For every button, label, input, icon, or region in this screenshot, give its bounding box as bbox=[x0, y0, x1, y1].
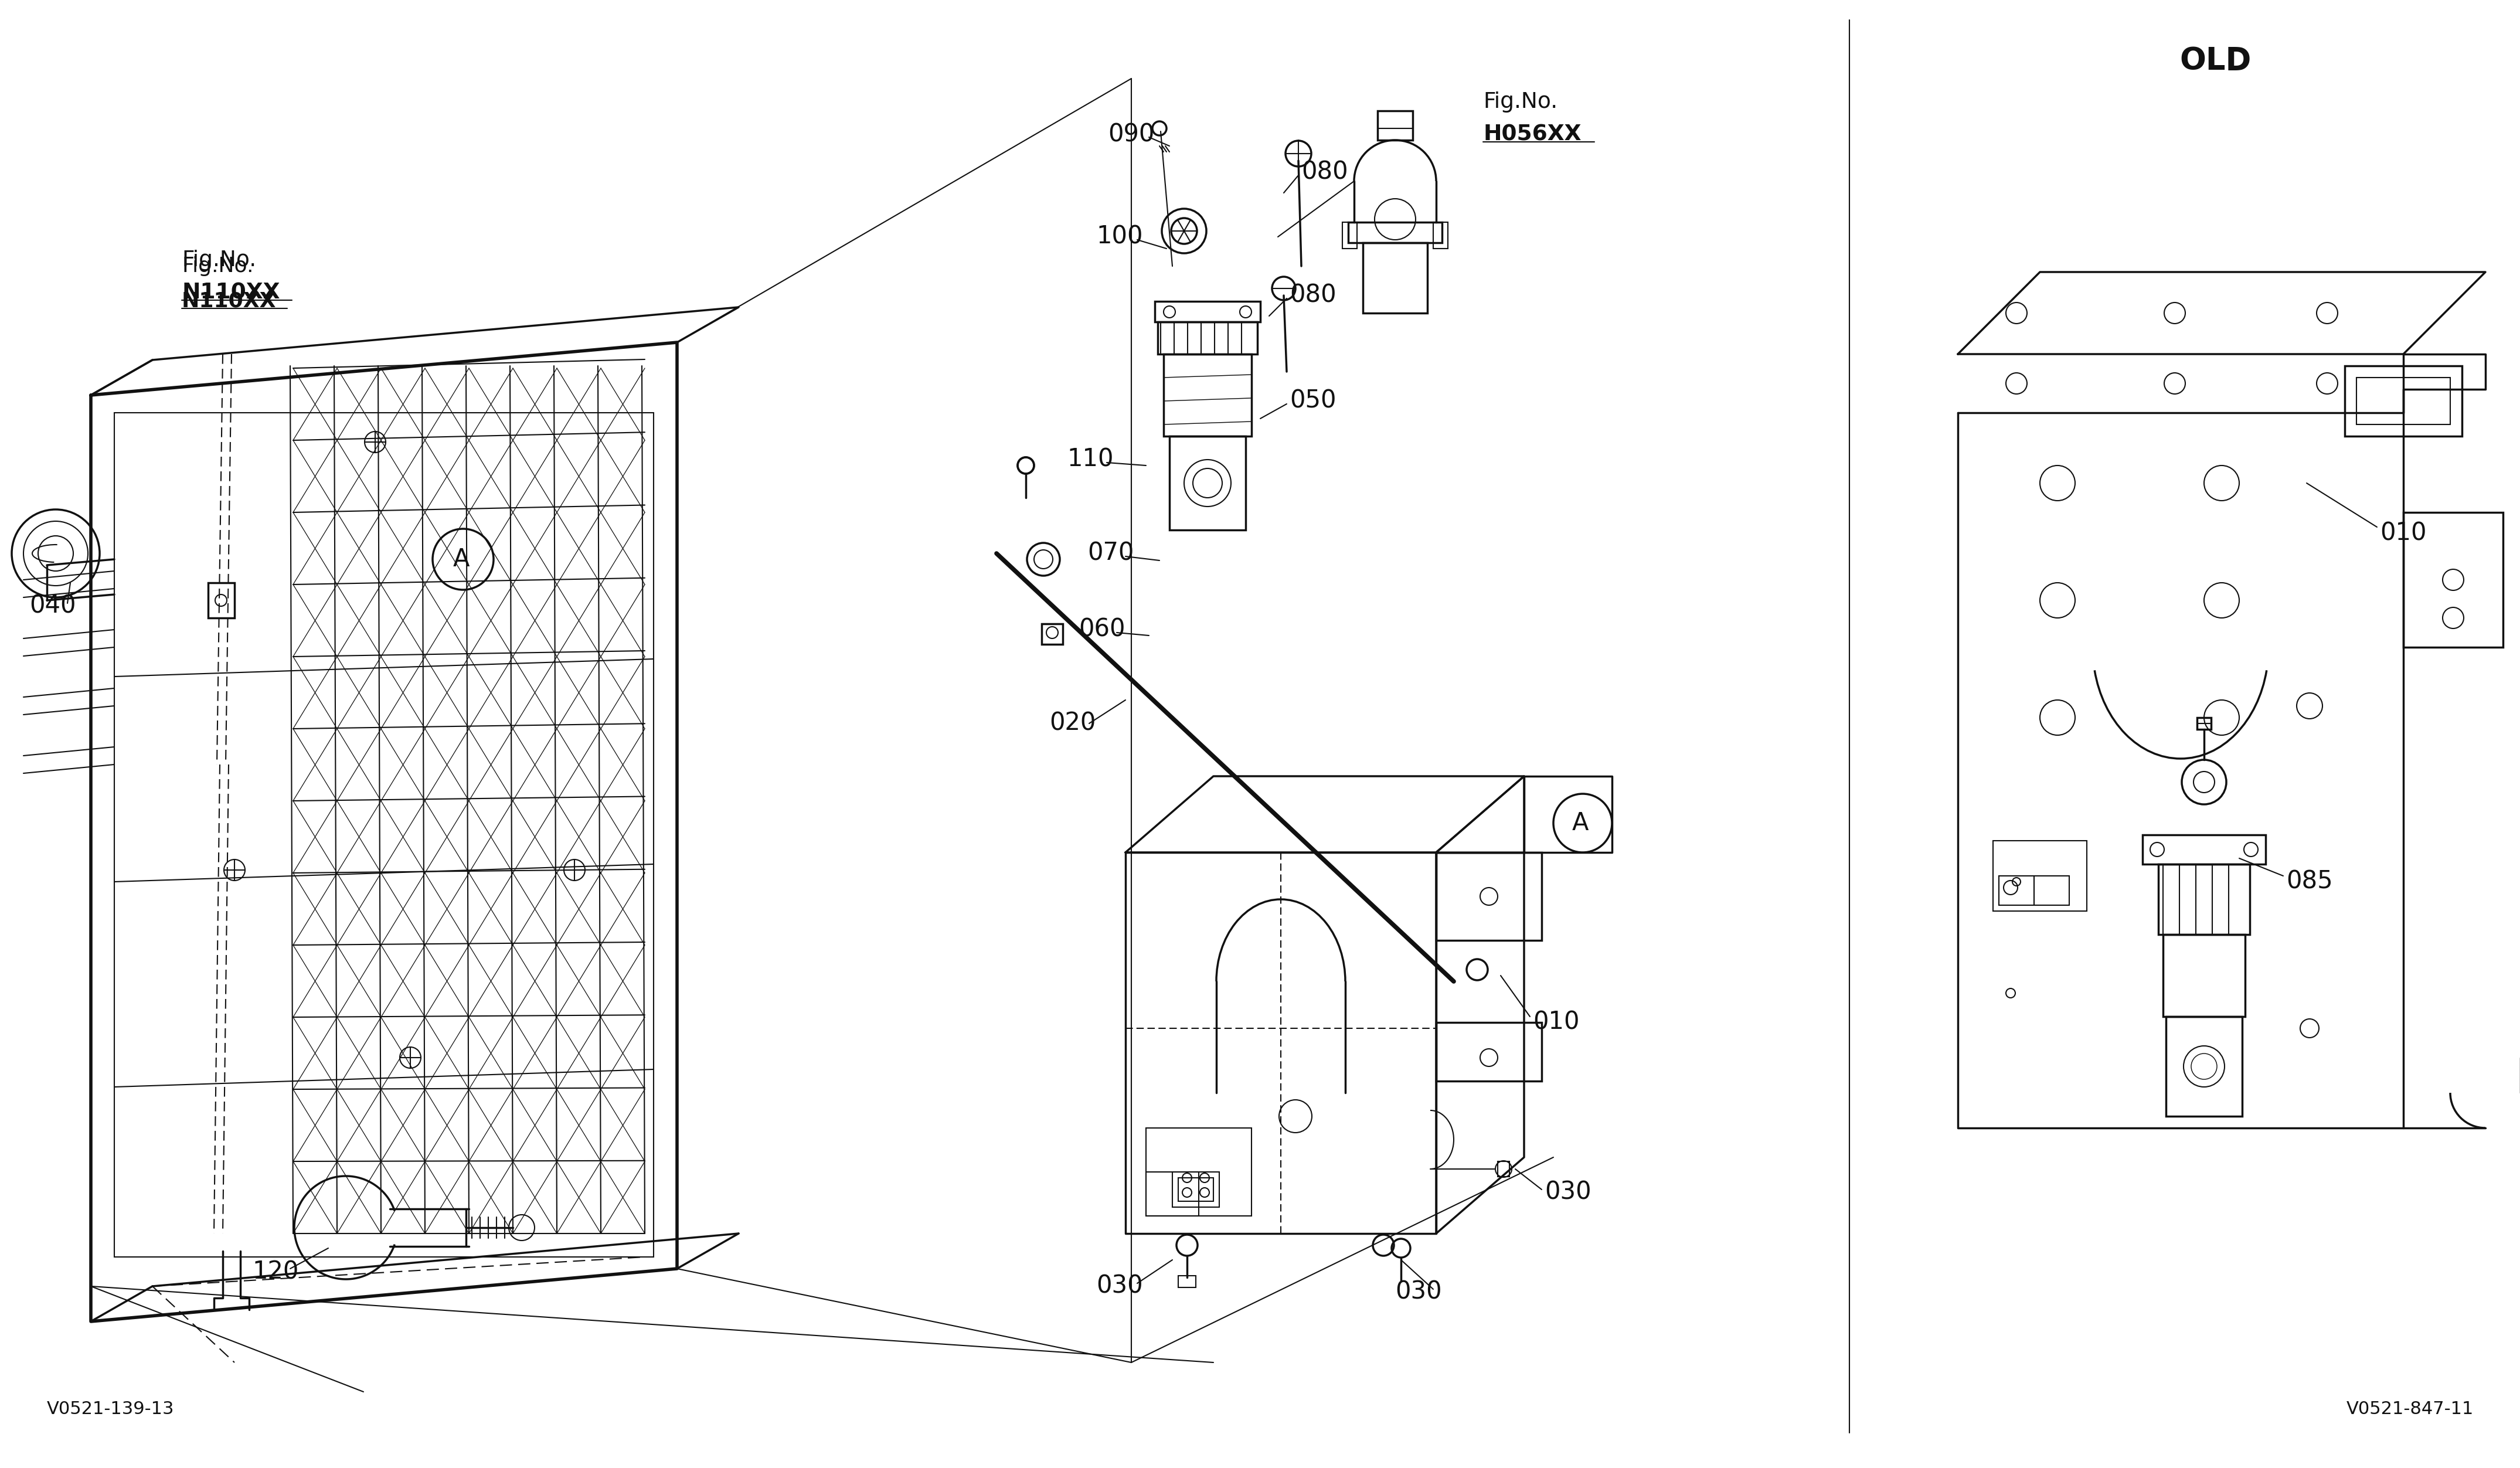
Bar bbox=[2142, 835, 2265, 865]
Text: A: A bbox=[454, 548, 469, 571]
Text: 010: 010 bbox=[1532, 1010, 1580, 1035]
Text: 050: 050 bbox=[1290, 389, 1336, 414]
Bar bbox=[2344, 366, 2462, 436]
Text: N110XX: N110XX bbox=[181, 282, 280, 302]
Text: OLD: OLD bbox=[2180, 46, 2253, 76]
Bar bbox=[1179, 1177, 1215, 1201]
Text: 120: 120 bbox=[252, 1260, 297, 1284]
Bar bbox=[2356, 377, 2449, 424]
Bar bbox=[1157, 321, 1257, 354]
Bar bbox=[1172, 1171, 1220, 1207]
Bar bbox=[2162, 935, 2245, 1016]
Text: 080: 080 bbox=[1300, 160, 1348, 185]
Text: 080: 080 bbox=[1290, 283, 1336, 308]
Bar bbox=[1497, 1161, 1509, 1177]
Bar bbox=[209, 583, 234, 618]
Bar bbox=[1041, 624, 1063, 644]
Bar bbox=[1154, 301, 1260, 321]
Bar bbox=[1434, 222, 1449, 248]
Bar bbox=[1363, 242, 1426, 313]
Bar bbox=[113, 413, 653, 1257]
Text: 030: 030 bbox=[1396, 1280, 1441, 1305]
Bar bbox=[1993, 841, 2087, 912]
Text: 030: 030 bbox=[1545, 1180, 1590, 1205]
Bar bbox=[1147, 1127, 1252, 1216]
Bar bbox=[1179, 1276, 1197, 1287]
Text: 085: 085 bbox=[2286, 869, 2334, 894]
Bar bbox=[2034, 876, 2069, 906]
Text: V0521-139-13: V0521-139-13 bbox=[48, 1400, 174, 1418]
Text: 110: 110 bbox=[1066, 448, 1114, 471]
Text: 020: 020 bbox=[1048, 711, 1096, 735]
Text: Fig.No.: Fig.No. bbox=[181, 250, 257, 272]
Text: 090: 090 bbox=[1109, 122, 1154, 147]
Text: Fig.No.: Fig.No. bbox=[1484, 91, 1557, 113]
Bar bbox=[2404, 512, 2502, 647]
Text: 060: 060 bbox=[1079, 618, 1124, 642]
Bar bbox=[1343, 222, 1356, 248]
Bar bbox=[1436, 1022, 1542, 1080]
Bar bbox=[1164, 354, 1252, 436]
Bar bbox=[1169, 436, 1245, 530]
Text: 040: 040 bbox=[30, 595, 76, 618]
Bar bbox=[1998, 876, 2034, 906]
Bar bbox=[1436, 853, 1542, 941]
Bar bbox=[2167, 1016, 2243, 1116]
Text: 010: 010 bbox=[2379, 521, 2427, 545]
Text: A: A bbox=[1572, 810, 1588, 835]
Bar bbox=[2157, 865, 2250, 935]
Text: Fig.No.: Fig.No. bbox=[181, 257, 255, 276]
Bar bbox=[1147, 1171, 1200, 1216]
Text: 100: 100 bbox=[1096, 225, 1142, 250]
Bar bbox=[1378, 110, 1414, 139]
Bar bbox=[2197, 718, 2210, 730]
Text: N110XX: N110XX bbox=[181, 291, 277, 311]
Text: 070: 070 bbox=[1086, 542, 1134, 565]
Text: 030: 030 bbox=[1096, 1274, 1144, 1299]
Bar bbox=[1348, 222, 1441, 242]
Text: V0521-847-11: V0521-847-11 bbox=[2346, 1400, 2475, 1418]
Text: H056XX: H056XX bbox=[1484, 123, 1580, 145]
